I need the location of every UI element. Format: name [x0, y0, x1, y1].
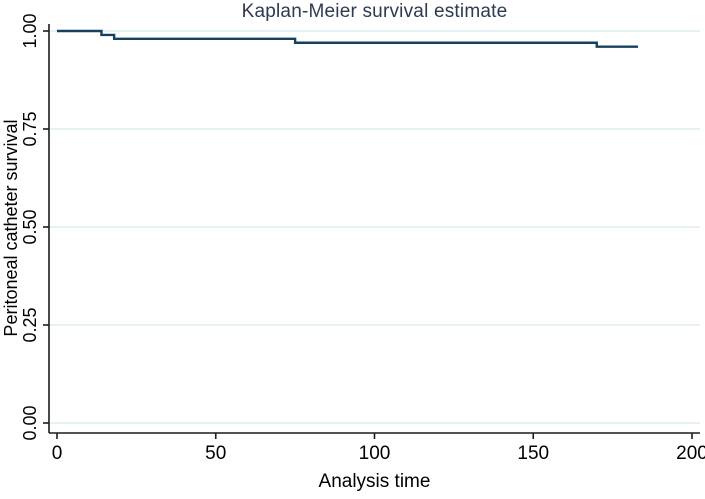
y-axis-title: Peritoneal catheter survival: [1, 119, 21, 337]
km-survival-curve: [57, 29, 639, 48]
chart-title: Kaplan-Meier survival estimate: [241, 1, 508, 22]
y-tick-label: 0.25: [20, 307, 40, 342]
y-tick-label: 1.00: [20, 13, 40, 48]
x-axis-title: Analysis time: [318, 471, 431, 492]
y-tick-label: 0.00: [20, 405, 40, 440]
y-tick-label: 0.50: [20, 209, 40, 244]
x-tick-label: 200: [676, 443, 705, 464]
y-tick-label: 0.75: [20, 111, 40, 146]
x-tick-label: 0: [52, 443, 63, 464]
x-tick-label: 150: [517, 443, 549, 464]
x-tick-label: 100: [359, 443, 391, 464]
x-tick-label: 50: [205, 443, 226, 464]
